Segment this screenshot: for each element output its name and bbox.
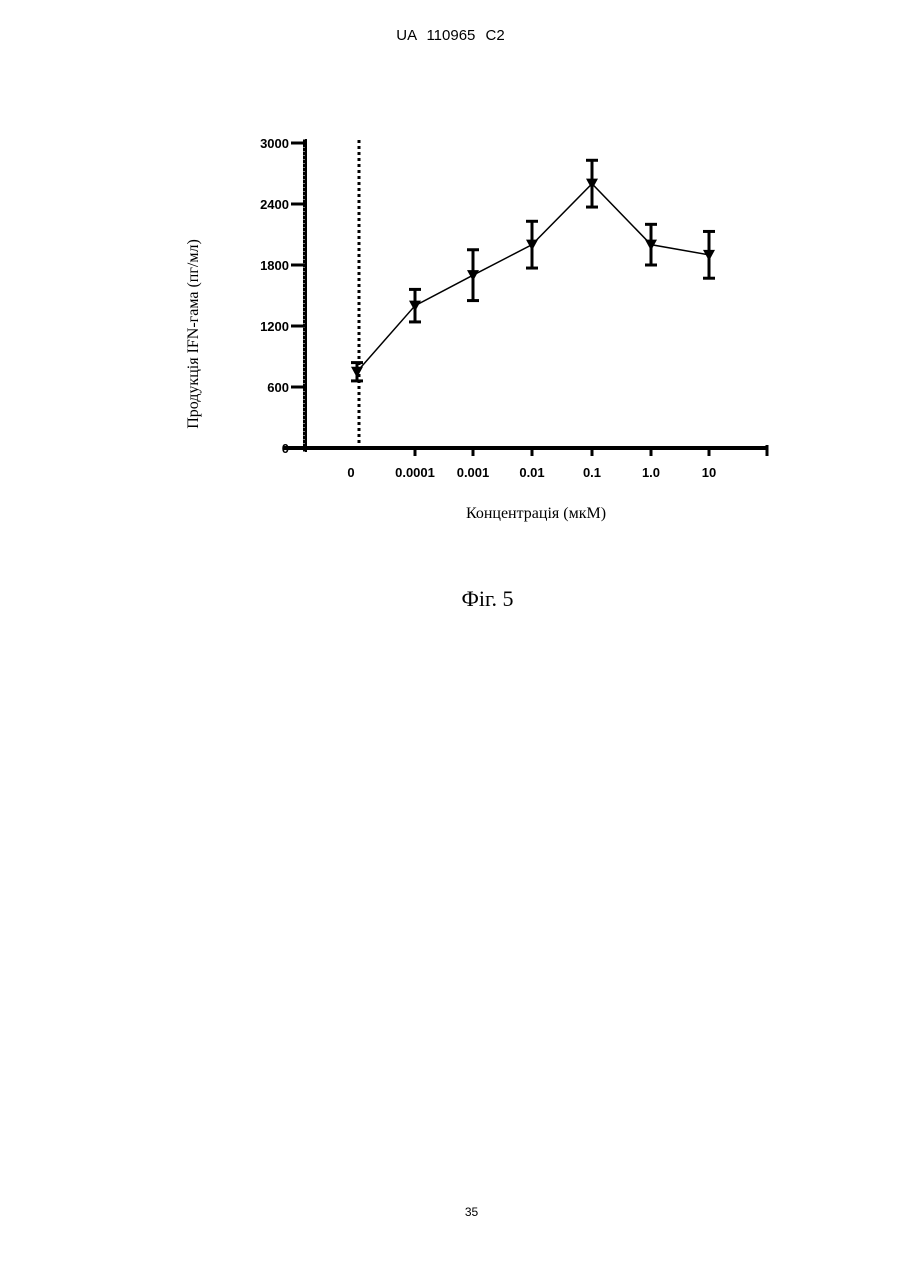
y-tick-label: 1800 [260,258,289,273]
x-axis-title: Концентрація (мкМ) [466,505,606,522]
x-tick-label: 0.0001 [395,465,435,480]
data-point-marker [467,270,479,281]
ifn-gamma-chart: 0 600 1200 1800 2400 3000 0 0.0001 0.001 0.01 0.1 1… [0,0,901,560]
page-number: 35 [0,1205,901,1219]
y-axis-title: Продукція IFN-гама (пг/мл) [185,239,202,429]
y-tick-label: 2400 [260,197,289,212]
chart-axes: 0 600 1200 1800 2400 3000 0 0.0001 0.001 0.01 0.1 1… [260,136,767,480]
x-tick-label: 0 [347,465,354,480]
y-tick-label: 1200 [260,319,289,334]
chart-marks [351,160,715,381]
data-point-marker [351,367,363,378]
series-line [357,184,709,372]
y-tick-label: 600 [267,380,289,395]
x-tick-label: 0.01 [519,465,544,480]
data-point-marker [526,240,538,251]
figure-caption: Фіг. 5 [0,586,901,612]
data-point-marker [703,250,715,261]
x-tick-label: 10 [702,465,716,480]
y-tick-label: 3000 [260,136,289,151]
x-tick-label: 1.0 [642,465,660,480]
x-tick-label: 0.001 [457,465,490,480]
x-tick-label: 0.1 [583,465,601,480]
y-tick-label: 0 [282,441,289,456]
